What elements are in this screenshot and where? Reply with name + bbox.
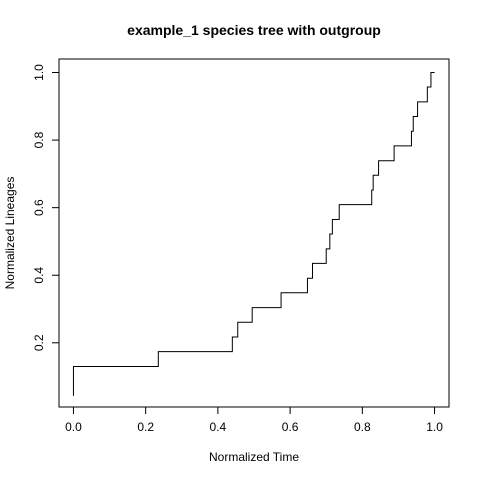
chart-title: example_1 species tree with outgroup	[127, 22, 381, 38]
lineages-step-line	[72, 72, 435, 396]
x-tick-label: 0.0	[65, 420, 82, 434]
x-tick-label: 0.6	[282, 420, 299, 434]
y-tick-label: 0.2	[32, 334, 46, 351]
y-tick-label: 0.4	[32, 267, 46, 284]
x-tick-label: 0.2	[137, 420, 154, 434]
x-axis-label: Normalized Time	[209, 450, 299, 464]
x-axis: 0.0 0.2 0.4 0.6 0.8 1.0	[65, 406, 443, 434]
y-tick-label: 1.0	[32, 64, 46, 81]
y-axis: 0.2 0.4 0.6 0.8 1.0	[32, 64, 60, 351]
y-tick-label: 0.8	[32, 131, 46, 148]
x-tick-label: 0.4	[210, 420, 227, 434]
y-axis-label: Normalized Lineages	[3, 177, 17, 290]
plot-area-frame	[58, 58, 450, 408]
x-tick-label: 1.0	[426, 420, 443, 434]
series-layer	[72, 72, 435, 396]
y-tick-label: 0.6	[32, 199, 46, 216]
x-tick-label: 0.8	[354, 420, 371, 434]
